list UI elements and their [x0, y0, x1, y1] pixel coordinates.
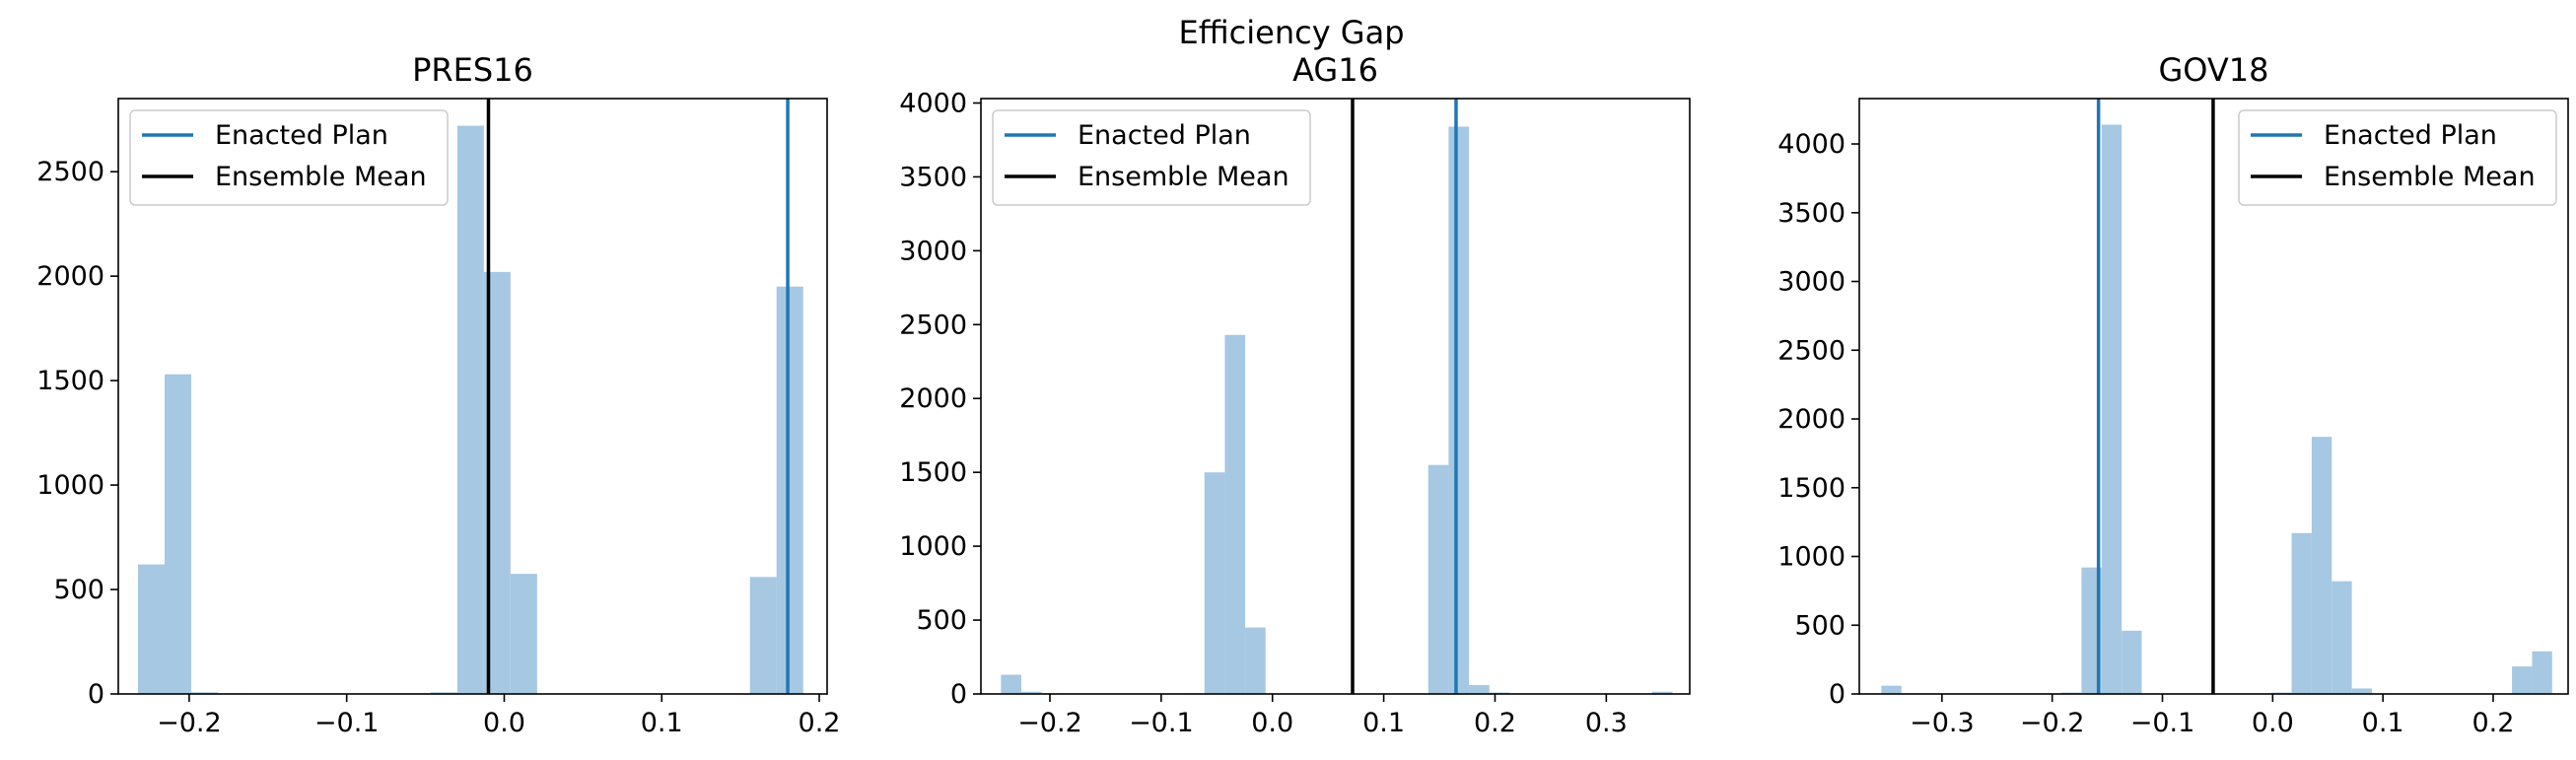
y-tick-label: 1000: [899, 531, 967, 562]
legend-enacted-label: Enacted Plan: [1078, 120, 1251, 151]
y-tick-label: 2000: [899, 383, 967, 414]
histogram-bar: [1001, 674, 1021, 694]
histogram-bar: [1427, 464, 1449, 694]
histogram-bar: [2101, 124, 2123, 694]
y-tick-label: 3000: [899, 236, 967, 266]
y-tick-label: 2000: [36, 261, 104, 292]
histogram-bar: [1448, 126, 1470, 694]
panel-ag16: −0.2 −0.1 0.0 0.1 0.2 0.3 0 500 1000 1500 2000 2500…: [899, 51, 1691, 738]
histogram-bar: [164, 374, 191, 694]
legend-enacted-label: Enacted Plan: [2324, 120, 2497, 151]
y-tick-label: 2000: [1777, 404, 1845, 435]
histogram-bar: [776, 286, 803, 694]
legend-mean-label: Ensemble Mean: [2324, 162, 2536, 192]
x-tick-label: 0.0: [2252, 708, 2294, 738]
y-tick-label: 0: [950, 679, 967, 710]
legend-mean-label: Ensemble Mean: [1078, 162, 1289, 192]
y-tick-label: 3500: [899, 162, 967, 192]
histogram-bar: [456, 125, 484, 694]
panel-title: GOV18: [2158, 51, 2268, 89]
y-tick-label: 3000: [1777, 267, 1845, 298]
histogram-bar: [1245, 627, 1266, 694]
y-tick-label: 500: [1794, 610, 1845, 641]
legend-mean-label: Ensemble Mean: [215, 162, 427, 192]
histogram-bar: [1881, 685, 1902, 694]
y-tick-label: 4000: [1777, 129, 1845, 160]
y-tick-label: 3500: [1777, 198, 1845, 229]
x-tick-label: −0.2: [157, 708, 222, 738]
legend-enacted-label: Enacted Plan: [215, 120, 388, 151]
y-tick-label: 1500: [36, 366, 104, 396]
axes-frame: [1858, 98, 2569, 695]
x-tick-label: −0.3: [1910, 708, 1975, 738]
histogram-bar: [2532, 651, 2552, 694]
x-tick-label: −0.1: [314, 708, 380, 738]
legend: Enacted Plan Ensemble Mean: [2238, 109, 2557, 206]
histogram-bars: [1001, 126, 1673, 694]
histogram-bars: [1881, 124, 2552, 694]
x-tick-label: −0.2: [2020, 708, 2085, 738]
y-tick-label: 2500: [36, 157, 104, 187]
histogram-bar: [1224, 334, 1246, 694]
x-tick-label: 0.2: [2472, 708, 2514, 738]
y-tick-label: 1500: [899, 457, 967, 488]
histogram-bar: [2332, 581, 2352, 694]
histogram-bar: [190, 692, 218, 694]
histogram-bar: [1469, 685, 1490, 694]
x-tick-label: 0.1: [1362, 708, 1405, 738]
histogram-bar: [1204, 472, 1225, 694]
legend: Enacted Plan Ensemble Mean: [129, 109, 449, 206]
histogram-bar: [1020, 691, 1042, 694]
x-tick-label: 0.0: [1251, 708, 1293, 738]
axes-frame: [117, 98, 828, 695]
legend-box: [2238, 109, 2557, 206]
legend-box: [992, 109, 1311, 206]
figure-suptitle: Efficiency Gap: [1178, 14, 1404, 51]
y-tick-label: 0: [1829, 679, 1845, 710]
panel-pres16: −0.2 −0.1 0.0 0.1 0.2 0 500 1000 1500 2000 2500 PRE…: [36, 51, 840, 738]
legend-box: [129, 109, 449, 206]
y-tick-label: 500: [916, 605, 967, 636]
y-tick-label: 1500: [1777, 473, 1845, 504]
x-tick-label: 0.1: [641, 708, 683, 738]
panel-title: AG16: [1292, 51, 1378, 89]
x-tick-label: 0.3: [1585, 708, 1628, 738]
y-tick-label: 2500: [1777, 335, 1845, 366]
histogram-bar: [2311, 437, 2332, 694]
x-tick-label: 0.1: [2362, 708, 2404, 738]
y-tick-label: 1000: [1777, 542, 1845, 573]
histogram-bar: [2122, 630, 2142, 694]
y-tick-label: 1000: [36, 470, 104, 501]
panel-gov18: −0.3 −0.2 −0.1 0.0 0.1 0.2 0 500 1000 1500 2000 250…: [1777, 51, 2569, 738]
x-tick-label: 0.2: [799, 708, 841, 738]
legend: Enacted Plan Ensemble Mean: [992, 109, 1311, 206]
histogram-bar: [2351, 688, 2372, 694]
histogram-bar: [2081, 567, 2102, 694]
y-tick-label: 0: [88, 679, 104, 710]
y-tick-label: 500: [53, 575, 104, 605]
y-tick-label: 2500: [899, 310, 967, 340]
x-tick-label: 0.0: [483, 708, 525, 738]
x-tick-label: −0.2: [1017, 708, 1082, 738]
histogram-bar: [2291, 532, 2312, 694]
histogram-bar: [1651, 691, 1673, 694]
histogram-bar: [510, 574, 537, 694]
y-tick-label: 4000: [899, 88, 967, 118]
panel-title: PRES16: [412, 51, 533, 89]
histogram-bar: [430, 692, 457, 694]
histogram-bars: [137, 125, 803, 694]
histogram-bar: [2512, 666, 2533, 694]
histogram-bar: [749, 577, 777, 694]
x-tick-label: 0.2: [1474, 708, 1516, 738]
x-tick-label: −0.1: [1129, 708, 1194, 738]
x-tick-label: −0.1: [2130, 708, 2195, 738]
axes-frame: [980, 98, 1691, 695]
histogram-bar: [137, 564, 165, 694]
